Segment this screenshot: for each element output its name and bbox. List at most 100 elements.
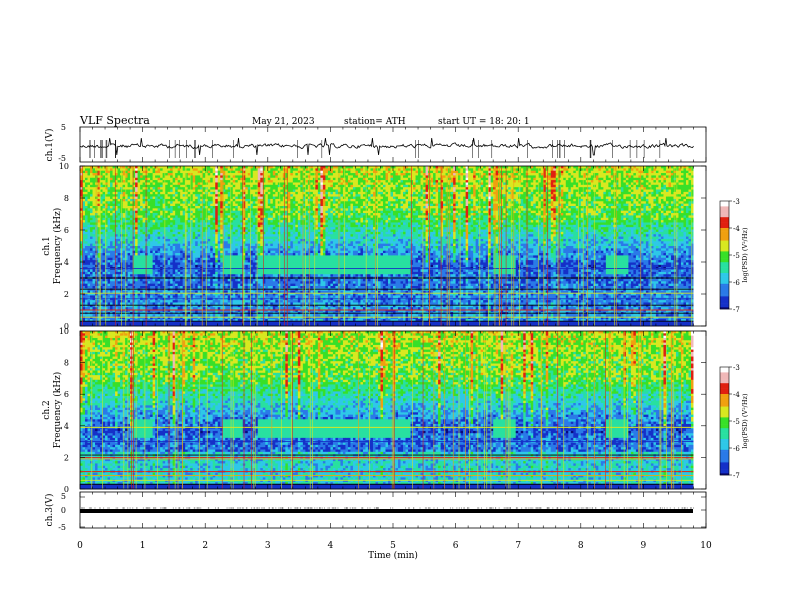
- spec-cell: [315, 168, 318, 171]
- spec-cell: [573, 166, 576, 169]
- spec-cell: [503, 168, 506, 171]
- spec-cell: [88, 168, 91, 171]
- spec-cell: [426, 168, 429, 171]
- spec-cell: [473, 173, 476, 176]
- spec-cell: [683, 166, 686, 169]
- spec-cell: [451, 171, 454, 174]
- spec-cell: [401, 166, 404, 169]
- spec-cell: [631, 168, 634, 171]
- spec-cell: [668, 166, 671, 169]
- spec-cell: [401, 168, 404, 171]
- spec-cell: [466, 171, 469, 174]
- spec-cell: [338, 168, 341, 171]
- spec-cell: [483, 166, 486, 169]
- spec-cell: [688, 171, 691, 174]
- spec-cell: [340, 173, 343, 176]
- spec-cell: [406, 168, 409, 171]
- spec-cell: [623, 168, 626, 171]
- spec-cell: [388, 173, 391, 176]
- spec-cell: [233, 168, 236, 171]
- spec-cell: [476, 166, 479, 169]
- spec-cell: [128, 168, 131, 171]
- spec-cell: [143, 168, 146, 171]
- spec-cell: [396, 173, 399, 176]
- spec-cell: [438, 166, 441, 169]
- spec-cell: [220, 168, 223, 171]
- spec-cell: [320, 166, 323, 169]
- spec-cell: [178, 171, 181, 174]
- spec-cell: [458, 166, 461, 169]
- spec-cell: [160, 171, 163, 174]
- spec-cell: [185, 168, 188, 171]
- spec-cell: [656, 166, 659, 169]
- spec-cell: [633, 171, 636, 174]
- spec-cell: [175, 173, 178, 176]
- spec-cell: [363, 173, 366, 176]
- spec-cell: [686, 168, 689, 171]
- spec-cell: [456, 171, 459, 174]
- spec-cell: [155, 171, 158, 174]
- spec-cell: [491, 168, 494, 171]
- spec-cell: [328, 173, 331, 176]
- spec-cell: [548, 171, 551, 174]
- spec-cell: [671, 166, 674, 169]
- spec-cell: [566, 173, 569, 176]
- spec-cell: [83, 166, 86, 169]
- spec-cell: [213, 173, 216, 176]
- spec-cell: [431, 171, 434, 174]
- spec-cell: [563, 166, 566, 169]
- spec-cell: [508, 171, 511, 174]
- spec-cell: [360, 173, 363, 176]
- spec-cell: [298, 168, 301, 171]
- spec-cell: [298, 166, 301, 169]
- spec-cell: [461, 171, 464, 174]
- spec-cell: [541, 171, 544, 174]
- spec-cell: [383, 171, 386, 174]
- spec-cell: [393, 171, 396, 174]
- spec-cell: [413, 168, 416, 171]
- spec-cell: [388, 166, 391, 169]
- spec-cell: [173, 173, 176, 176]
- spec-cell: [333, 166, 336, 169]
- spec-cell: [466, 173, 469, 176]
- spec-cell: [158, 173, 161, 176]
- spec-cell: [681, 166, 684, 169]
- spec-cell: [333, 171, 336, 174]
- spec-cell: [603, 168, 606, 171]
- spec-cell: [606, 166, 609, 169]
- spec-cell: [325, 173, 328, 176]
- spec-cell: [626, 171, 629, 174]
- spec-cell: [528, 171, 531, 174]
- spec-cell: [583, 166, 586, 169]
- spec-cell: [406, 173, 409, 176]
- spec-cell: [403, 168, 406, 171]
- spec-cell: [310, 173, 313, 176]
- spec-cell: [353, 173, 356, 176]
- spec-cell: [370, 166, 373, 169]
- spec-cell: [413, 166, 416, 169]
- spec-cell: [218, 173, 221, 176]
- spec-cell: [661, 166, 664, 169]
- spec-cell: [270, 171, 273, 174]
- spec-cell: [508, 168, 511, 171]
- spec-cell: [408, 168, 411, 171]
- spec-cell: [368, 171, 371, 174]
- spec-cell: [298, 173, 301, 176]
- spec-cell: [210, 166, 213, 169]
- spec-cell: [383, 166, 386, 169]
- spec-cell: [195, 171, 198, 174]
- spec-cell: [401, 173, 404, 176]
- spec-cell: [265, 173, 268, 176]
- spec-cell: [260, 171, 263, 174]
- spec-cell: [258, 173, 261, 176]
- spec-cell: [413, 173, 416, 176]
- spec-cell: [591, 168, 594, 171]
- spec-cell: [268, 173, 271, 176]
- spec-cell: [345, 168, 348, 171]
- ch1-spectrogram-image: [80, 166, 706, 326]
- spec-cell: [666, 168, 669, 171]
- spec-cell: [145, 166, 148, 169]
- spec-cell: [285, 171, 288, 174]
- spec-cell: [681, 168, 684, 171]
- spec-cell: [528, 168, 531, 171]
